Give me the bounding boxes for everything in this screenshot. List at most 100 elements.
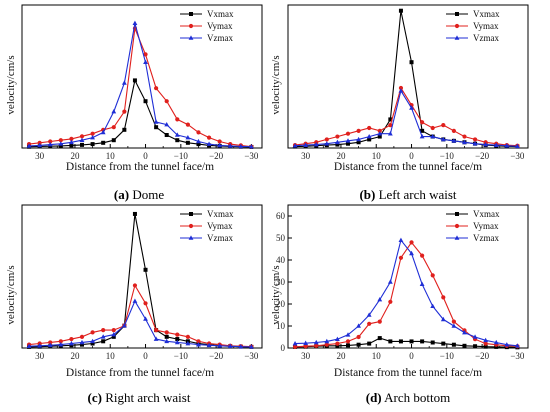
data-point-vymax: [388, 123, 393, 128]
data-point-vymax: [69, 136, 74, 141]
y-tick-label: 50: [276, 233, 286, 243]
x-tick-label: 10: [372, 351, 382, 361]
data-point-vzmax: [153, 336, 159, 341]
y-axis-label: velocity/cm/s: [270, 265, 282, 324]
data-point-vxmax: [420, 128, 425, 133]
data-point-vzmax: [79, 137, 85, 142]
legend-marker: [454, 23, 460, 29]
data-point-vzmax: [249, 144, 254, 149]
data-point-vzmax: [121, 80, 127, 85]
data-point-vymax: [58, 138, 63, 143]
data-point-vzmax: [451, 323, 457, 328]
legend-marker: [454, 35, 460, 40]
data-point-vzmax: [185, 135, 191, 140]
data-point-vzmax: [26, 143, 32, 148]
data-point-vxmax: [483, 344, 488, 349]
data-point-vxmax: [388, 117, 393, 122]
data-point-vxmax: [69, 143, 74, 148]
data-point-vzmax: [100, 334, 106, 339]
series-line-vymax: [29, 26, 252, 148]
x-tick-label: −30: [244, 151, 259, 161]
data-point-vzmax: [430, 303, 436, 308]
y-tick-label: 30: [276, 277, 286, 287]
data-point-vymax: [367, 125, 372, 131]
data-point-vymax: [164, 99, 169, 104]
data-point-vymax: [324, 342, 329, 347]
data-point-vymax: [143, 301, 148, 306]
data-point-vzmax: [249, 344, 254, 349]
caption-text: Left arch waist: [375, 187, 457, 202]
data-point-vymax: [154, 86, 159, 91]
data-point-vzmax: [69, 139, 74, 145]
data-point-vzmax: [335, 336, 340, 341]
chart-panel: 30 20 10 0 −10 −20 −30 velocity/cm/s Distance fr…: [5, 204, 263, 405]
series-line-vxmax: [29, 78, 252, 148]
series-line-vzmax: [295, 238, 518, 347]
series-line-vymax: [29, 283, 252, 348]
data-point-vzmax: [47, 142, 53, 147]
data-point-vxmax: [388, 339, 393, 344]
data-point-vzmax: [462, 139, 467, 145]
caption-letter: (b): [359, 187, 375, 202]
plot-frame: [287, 204, 529, 349]
data-point-vymax: [420, 253, 425, 258]
data-point-vzmax: [292, 143, 298, 148]
data-point-vzmax: [493, 142, 499, 147]
data-point-vymax: [356, 334, 361, 340]
data-point-vymax: [451, 128, 456, 133]
data-point-vxmax: [175, 138, 180, 143]
data-point-vzmax: [238, 344, 244, 349]
data-point-vzmax: [227, 343, 233, 349]
x-tick-label: −20: [475, 351, 490, 361]
data-point-vymax: [175, 117, 180, 122]
legend-label: Vzmax: [473, 33, 499, 43]
legend-label: Vymax: [207, 221, 233, 231]
data-point-vzmax: [26, 343, 32, 349]
data-point-vxmax: [122, 127, 127, 132]
data-point-vxmax: [58, 143, 63, 148]
legend-marker: [188, 23, 194, 29]
data-point-vzmax: [174, 132, 180, 137]
data-point-vzmax: [440, 316, 446, 322]
caption-text: Right arch waist: [102, 390, 191, 405]
data-point-vymax: [48, 139, 53, 144]
data-point-vxmax: [111, 138, 116, 143]
data-point-vymax: [111, 125, 116, 130]
data-point-vzmax: [227, 143, 233, 148]
data-point-vxmax: [441, 341, 446, 346]
y-axis-label: velocity/cm/s: [5, 55, 17, 114]
data-point-vzmax: [504, 342, 510, 347]
data-point-vymax: [367, 321, 372, 326]
data-point-vxmax: [143, 267, 148, 272]
data-point-vzmax: [387, 279, 393, 284]
data-point-vzmax: [292, 341, 298, 346]
data-point-vymax: [143, 52, 148, 57]
legend-label: Vxmax: [207, 9, 234, 19]
x-tick-label: −10: [174, 351, 189, 361]
data-point-vxmax: [420, 339, 425, 344]
data-point-vzmax: [462, 330, 467, 335]
legend-marker: [455, 12, 459, 16]
plot-frame: [21, 4, 263, 149]
data-point-vzmax: [472, 141, 478, 146]
data-point-vzmax: [100, 129, 106, 135]
x-tick-label: −10: [174, 151, 189, 161]
data-point-vxmax: [90, 341, 95, 346]
data-point-vzmax: [238, 143, 244, 149]
data-point-vzmax: [206, 141, 212, 146]
legend-marker: [189, 12, 193, 16]
chart-panel: 30 20 10 0 −10 −20 −30 velocity/cm/s Distance fr…: [270, 4, 529, 202]
data-point-vxmax: [111, 334, 116, 339]
data-point-vymax: [101, 328, 106, 333]
caption-letter: (c): [88, 390, 102, 405]
data-point-vxmax: [356, 140, 361, 145]
x-tick-label: 20: [336, 351, 346, 361]
data-point-vxmax: [80, 342, 84, 347]
data-point-vzmax: [515, 143, 520, 149]
data-point-vzmax: [335, 139, 340, 145]
x-tick-label: −10: [440, 351, 455, 361]
data-point-vymax: [409, 240, 414, 245]
panel-caption: (d) Arch bottom: [366, 390, 451, 405]
legend-marker: [455, 212, 459, 216]
caption-letter: (a): [114, 187, 129, 202]
